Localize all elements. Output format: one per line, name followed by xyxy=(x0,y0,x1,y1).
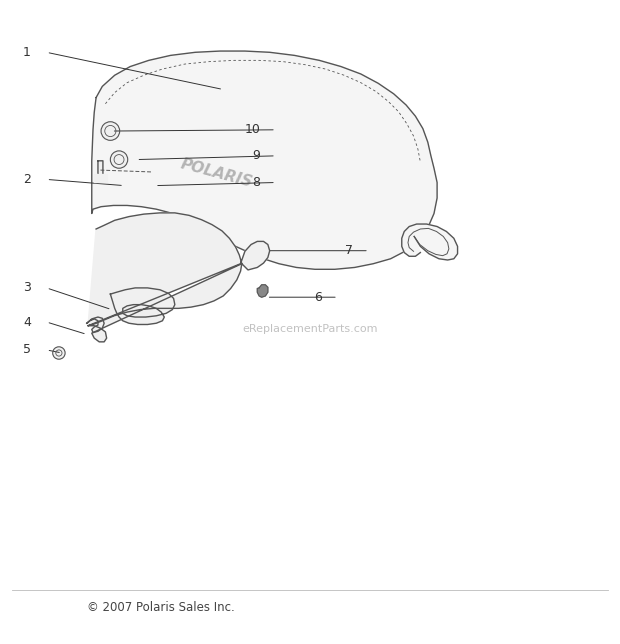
Bar xyxy=(94,175,107,182)
Text: 2: 2 xyxy=(23,173,31,186)
Text: 1: 1 xyxy=(23,46,31,59)
Polygon shape xyxy=(402,224,458,260)
Text: 3: 3 xyxy=(23,281,31,294)
Text: 8: 8 xyxy=(252,176,260,189)
Text: 9: 9 xyxy=(252,149,260,162)
Polygon shape xyxy=(98,161,103,180)
Text: POLARIS: POLARIS xyxy=(179,156,255,190)
Text: 4: 4 xyxy=(23,316,31,328)
Polygon shape xyxy=(110,288,175,325)
Polygon shape xyxy=(87,317,104,332)
Text: © 2007 Polaris Sales Inc.: © 2007 Polaris Sales Inc. xyxy=(87,601,234,614)
Text: 6: 6 xyxy=(314,290,322,304)
Polygon shape xyxy=(92,51,437,269)
Text: eReplacementParts.com: eReplacementParts.com xyxy=(242,325,378,334)
Circle shape xyxy=(110,151,128,168)
Circle shape xyxy=(101,122,120,140)
Circle shape xyxy=(53,347,65,359)
Polygon shape xyxy=(257,285,268,297)
Text: 5: 5 xyxy=(23,343,31,356)
Text: 10: 10 xyxy=(244,123,260,137)
Text: 7: 7 xyxy=(345,244,353,257)
Polygon shape xyxy=(88,213,270,342)
